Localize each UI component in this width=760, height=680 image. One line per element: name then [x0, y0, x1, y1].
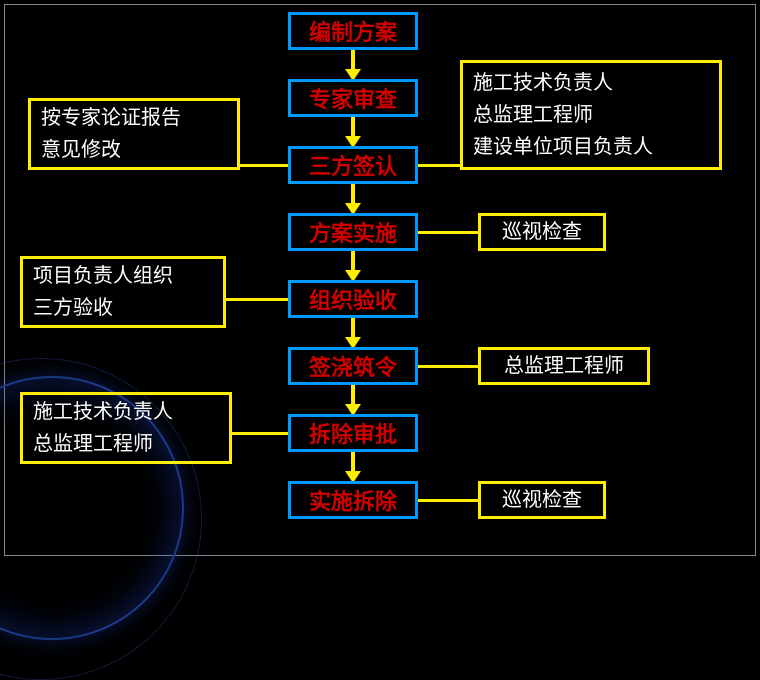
arrow-stem-0 — [351, 50, 355, 69]
annotation-line: 总监理工程师 — [33, 428, 153, 460]
annotation-line: 意见修改 — [41, 134, 121, 166]
annotation-line: 按专家论证报告 — [41, 102, 181, 134]
connector-1 — [240, 164, 288, 167]
flow-node-1: 专家审查 — [288, 79, 418, 117]
annotation-line: 项目负责人组织 — [33, 260, 173, 292]
flow-node-0: 编制方案 — [288, 12, 418, 50]
connector-5 — [232, 432, 288, 435]
annotation-line: 建设单位项目负责人 — [473, 131, 653, 163]
flow-node-5: 签浇筑令 — [288, 347, 418, 385]
annotation-line: 巡视检查 — [502, 484, 582, 516]
flow-node-3: 方案实施 — [288, 213, 418, 251]
connector-4 — [418, 365, 478, 368]
flow-node-label: 方案实施 — [309, 216, 397, 248]
flow-node-4: 组织验收 — [288, 280, 418, 318]
flow-node-label: 三方签认 — [309, 149, 397, 181]
flow-node-label: 专家审查 — [309, 82, 397, 114]
annotation-line: 总监理工程师 — [504, 350, 624, 382]
annotation-4: 总监理工程师 — [478, 347, 650, 385]
flow-node-label: 签浇筑令 — [309, 350, 397, 382]
flow-node-2: 三方签认 — [288, 146, 418, 184]
flow-node-label: 编制方案 — [309, 15, 397, 47]
flow-node-label: 实施拆除 — [309, 484, 397, 516]
annotation-line: 三方验收 — [33, 292, 113, 324]
arrow-stem-3 — [351, 251, 355, 270]
annotation-5: 施工技术负责人总监理工程师 — [20, 392, 232, 464]
arrow-stem-5 — [351, 385, 355, 404]
annotation-line: 总监理工程师 — [473, 99, 593, 131]
arrow-stem-1 — [351, 117, 355, 136]
annotation-line: 施工技术负责人 — [33, 396, 173, 428]
arrow-stem-6 — [351, 452, 355, 471]
connector-2 — [418, 231, 478, 234]
connector-0 — [418, 164, 460, 167]
flow-node-label: 拆除审批 — [309, 417, 397, 449]
arrow-stem-4 — [351, 318, 355, 337]
annotation-6: 巡视检查 — [478, 481, 606, 519]
annotation-0: 施工技术负责人总监理工程师建设单位项目负责人 — [460, 60, 722, 170]
flow-node-label: 组织验收 — [309, 283, 397, 315]
flow-node-6: 拆除审批 — [288, 414, 418, 452]
connector-6 — [418, 499, 478, 502]
flow-node-7: 实施拆除 — [288, 481, 418, 519]
annotation-2: 巡视检查 — [478, 213, 606, 251]
connector-3 — [226, 298, 288, 301]
annotation-1: 按专家论证报告意见修改 — [28, 98, 240, 170]
annotation-line: 施工技术负责人 — [473, 67, 613, 99]
arrow-stem-2 — [351, 184, 355, 203]
annotation-3: 项目负责人组织三方验收 — [20, 256, 226, 328]
annotation-line: 巡视检查 — [502, 216, 582, 248]
